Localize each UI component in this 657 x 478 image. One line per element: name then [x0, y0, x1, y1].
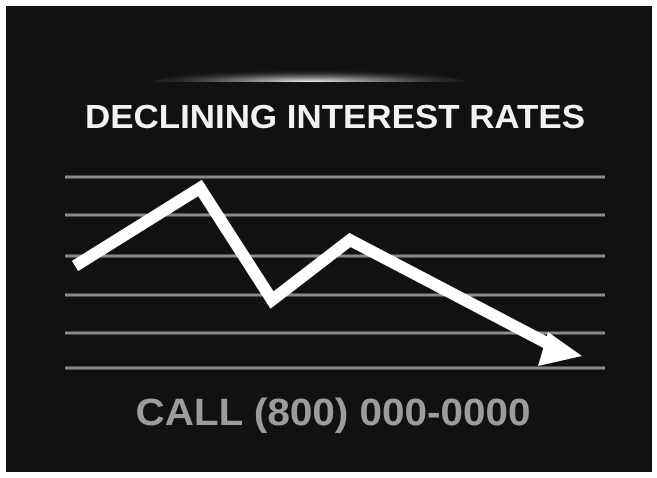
title: DECLINING INTEREST RATES: [85, 98, 585, 135]
arrow-head: [538, 332, 582, 366]
call-text: CALL (800) 000-0000: [136, 392, 531, 434]
glow: [150, 61, 470, 82]
declining-arrow: [71, 179, 563, 356]
